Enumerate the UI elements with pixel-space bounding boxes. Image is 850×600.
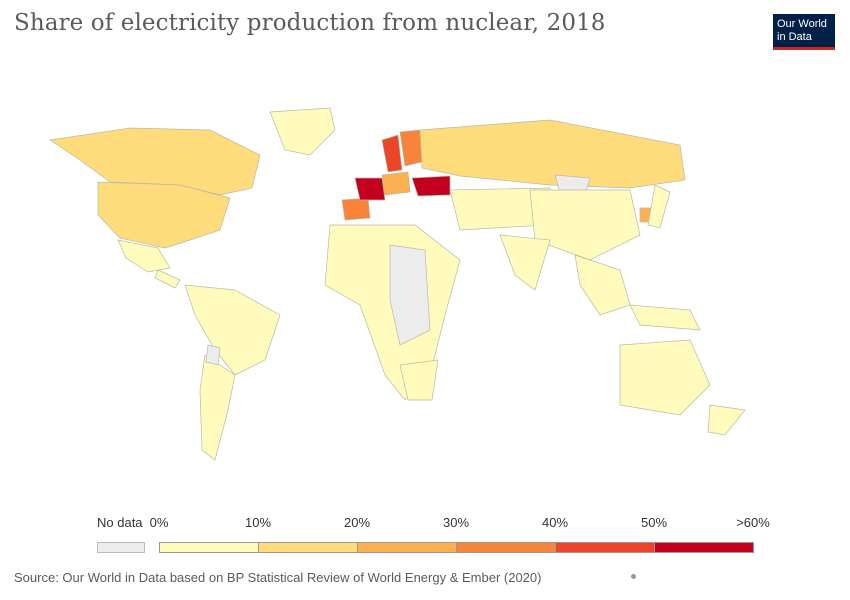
country-canada	[49, 127, 261, 196]
country-sweden	[381, 134, 403, 173]
legend-bin-20-30[interactable]	[357, 542, 457, 553]
timeline-dot[interactable]	[631, 574, 636, 579]
legend-bin-30-40[interactable]	[456, 542, 556, 553]
country-china	[529, 189, 641, 261]
country-france	[354, 177, 386, 201]
source-note: Source: Our World in Data based on BP St…	[14, 570, 542, 585]
country-spain	[341, 197, 371, 221]
country-mexico	[117, 239, 171, 273]
country-russia	[419, 119, 686, 189]
country-ukraine	[411, 175, 451, 197]
country-australia	[619, 339, 711, 416]
legend-no-data-swatch[interactable]	[97, 542, 145, 553]
world-map	[49, 107, 746, 461]
legend-tick-0: 0%	[149, 515, 169, 530]
country-argentina	[199, 354, 236, 461]
country-brazil	[184, 284, 281, 376]
legend-bin-50-60[interactable]	[654, 542, 754, 553]
country-finland	[399, 129, 423, 167]
legend-tick-20: 20%	[343, 515, 371, 530]
legend-no-data-label: No data	[97, 515, 143, 530]
legend-tick-30: 30%	[442, 515, 470, 530]
legend-tick-10: 10%	[244, 515, 272, 530]
legend-tick-50: 50%	[640, 515, 668, 530]
country-india	[499, 234, 551, 291]
chart-title: Share of electricity production from nuc…	[14, 10, 606, 36]
legend-tick-40: 40%	[541, 515, 569, 530]
owid-logo[interactable]: Our World in Data	[773, 14, 835, 50]
legend-bin-40-50[interactable]	[555, 542, 655, 553]
country-usa	[97, 181, 231, 249]
legend-bin-0-10[interactable]	[159, 542, 259, 553]
legend-bin-10-20[interactable]	[258, 542, 358, 553]
legend-tick-60: >60%	[736, 515, 770, 530]
country-south-africa	[399, 359, 439, 401]
country-greenland	[269, 107, 336, 156]
